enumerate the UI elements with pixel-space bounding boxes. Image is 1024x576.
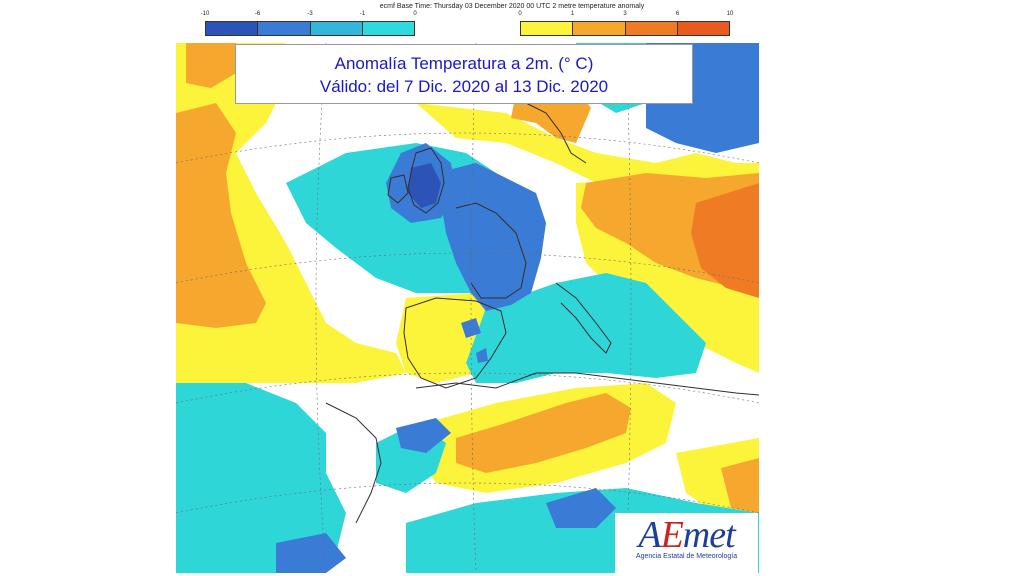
- anomaly-area-warm-strong-balkans: [691, 183, 759, 298]
- warm-tick: 0: [518, 11, 522, 17]
- warm-tick: 3: [623, 11, 627, 17]
- logo-letter-a: A: [638, 514, 661, 556]
- anomaly-area-warm-medium-sahara: [456, 393, 631, 473]
- logo-letters-met: met: [682, 514, 736, 556]
- coastline-scandinavia: [525, 102, 587, 164]
- anomaly-area-cold-medium-iberia-spots: [461, 318, 488, 363]
- anomaly-area-cold-medium-southwest: [276, 533, 346, 573]
- anomaly-area-cold-medium-south: [546, 488, 616, 528]
- temperature-anomaly-map: [176, 43, 759, 573]
- cold-swatch: [258, 22, 311, 35]
- cold-tick: -10: [200, 11, 210, 17]
- map-title: Anomalía Temperatura a 2m. (° C): [334, 54, 594, 73]
- graticule-line: [625, 43, 632, 573]
- cold-swatch: [206, 22, 259, 35]
- coastline-north-africa: [415, 372, 759, 396]
- anomaly-area-cold-medium-france: [436, 163, 546, 311]
- cold-swatch: [362, 22, 414, 35]
- cold-tick: -6: [254, 11, 261, 17]
- warm-swatch: [521, 22, 574, 35]
- coastline-iberia: [403, 297, 507, 389]
- coastline-france: [455, 202, 527, 299]
- anomaly-area-cold-light-southwest: [176, 383, 346, 573]
- warm-tick: 6: [675, 11, 680, 17]
- coastline-uk: [407, 147, 445, 214]
- cold-tick: 0: [413, 11, 417, 17]
- warm-anomaly-color-scale: 0 1 3 6 10: [518, 11, 733, 39]
- aemet-logo: AEmet Agencia Estatal de Meteorología: [615, 513, 758, 573]
- cold-tick: -3: [307, 11, 313, 17]
- anomaly-area-cold-light-mediterranean: [466, 273, 706, 383]
- coastline-italy: [555, 282, 612, 354]
- aemet-logo-subtitle: Agencia Estatal de Meteorología: [635, 553, 738, 560]
- warm-tick: 10: [726, 11, 734, 17]
- header-caption: ecmf Base Time: Thursday 03 December 202…: [379, 3, 645, 10]
- cold-anomaly-color-scale: -10 -6 -3 -1 0: [201, 11, 417, 39]
- coastline-west-africa: [325, 402, 382, 524]
- coastline-ireland: [387, 174, 409, 204]
- warm-swatch: [625, 22, 678, 35]
- graticule-line: [315, 43, 327, 573]
- aemet-logo-wordmark: AEmet: [615, 515, 758, 555]
- coastlines: [325, 102, 759, 524]
- anomaly-area-warm-medium-east-med: [721, 458, 759, 513]
- anomaly-area-warm-medium-northwest: [186, 43, 236, 88]
- logo-letter-e: E: [660, 514, 684, 556]
- anomaly-area-warm-light-north: [416, 103, 759, 193]
- warm-swatch: [573, 22, 626, 35]
- anomaly-area-warm-medium-atlantic: [176, 103, 266, 328]
- warm-swatch: [677, 22, 729, 35]
- anomaly-area-cold-strong-uk: [408, 163, 441, 208]
- map-title-box: Anomalía Temperatura a 2m. (° C) Válido:…: [235, 44, 693, 104]
- graticule: [176, 43, 759, 573]
- graticule-line: [470, 43, 477, 573]
- map-canvas: [176, 43, 759, 573]
- anomaly-area-cold-medium-west-africa: [396, 418, 451, 453]
- cold-tick: -1: [359, 11, 366, 17]
- cold-swatch: [310, 22, 363, 35]
- warm-tick: 1: [570, 11, 575, 17]
- validity-period: Válido: del 7 Dic. 2020 al 13 Dic. 2020: [319, 77, 609, 96]
